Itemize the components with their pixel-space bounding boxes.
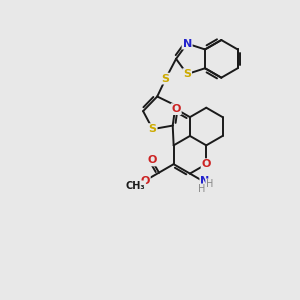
Text: O: O — [147, 155, 157, 165]
Text: O: O — [140, 176, 150, 186]
Text: O: O — [171, 104, 181, 114]
Text: S: S — [162, 74, 170, 84]
Text: S: S — [149, 124, 157, 134]
Text: H: H — [206, 179, 213, 189]
Text: H: H — [198, 184, 205, 194]
Text: O: O — [202, 159, 211, 169]
Text: S: S — [183, 69, 191, 79]
Text: N: N — [200, 176, 209, 186]
Text: N: N — [182, 39, 192, 49]
Text: CH₃: CH₃ — [125, 181, 145, 191]
